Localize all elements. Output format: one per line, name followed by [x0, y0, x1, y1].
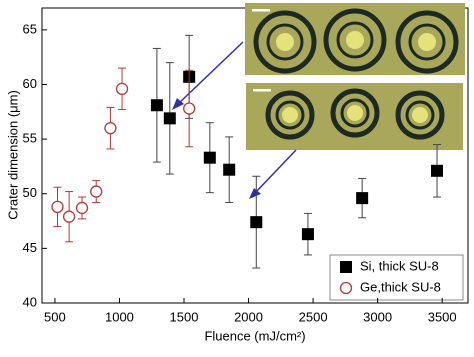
legend: [329, 254, 464, 301]
y-axis-label: Crater dimension (μm): [5, 90, 20, 220]
x-tick-label: 3000: [363, 309, 392, 324]
y-tick-label: 50: [23, 185, 37, 200]
point: [431, 164, 444, 177]
craters: [265, 88, 445, 140]
point: [90, 185, 103, 198]
legend-label: Ge,thick SU-8: [360, 279, 441, 294]
inset-top: [245, 3, 465, 75]
point: [62, 210, 76, 223]
point: [51, 200, 64, 214]
x-tick-label: 3500: [428, 309, 457, 324]
x-axis-label: Fluence (mJ/cm²): [204, 328, 305, 343]
point: [75, 201, 89, 215]
inset-bottom: [246, 83, 463, 150]
x-tick-label: 1000: [105, 309, 134, 324]
legend-marker: [339, 281, 353, 295]
x-tick-label: 500: [44, 309, 66, 324]
point: [223, 163, 236, 176]
y-tick-label: 40: [23, 294, 37, 309]
point: [183, 102, 196, 115]
y-tick-label: 65: [23, 21, 37, 36]
legend-label: Si, thick SU-8: [360, 258, 439, 273]
legend-marker: [340, 261, 352, 273]
y-tick-label: 45: [23, 240, 37, 255]
point: [150, 99, 163, 112]
scale-bar: [252, 9, 270, 12]
x-tick-label: 1500: [170, 309, 199, 324]
point: [163, 112, 176, 125]
point: [301, 228, 314, 241]
x-tick-label: 2500: [299, 309, 328, 324]
scale-bar: [253, 89, 271, 92]
point: [104, 122, 117, 135]
point: [115, 82, 129, 96]
y-tick-label: 60: [23, 76, 37, 91]
craters: [253, 8, 459, 74]
point: [203, 151, 216, 164]
point: [356, 192, 369, 205]
y-tick-label: 55: [23, 131, 37, 146]
point: [250, 216, 263, 229]
x-tick-label: 2000: [234, 309, 263, 324]
